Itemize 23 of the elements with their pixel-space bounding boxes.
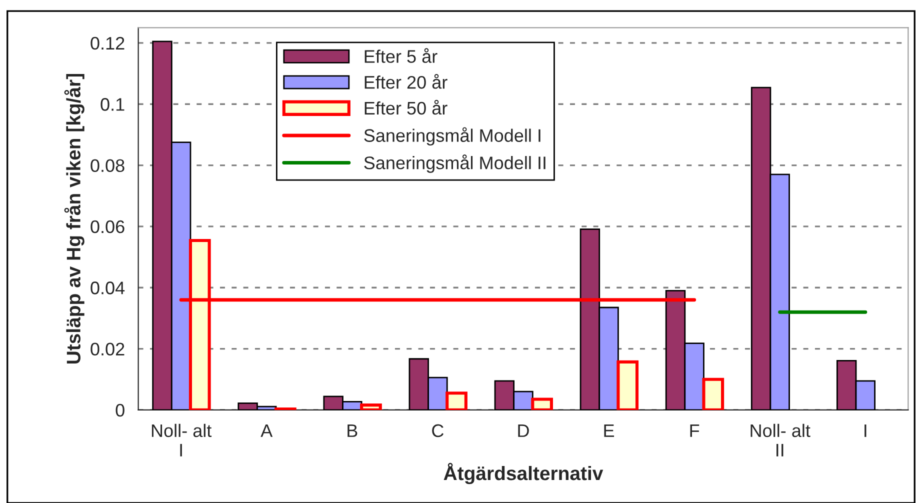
y-tick-label: 0.08	[90, 159, 124, 172]
x-tick-label: Noll- alt II	[750, 424, 810, 456]
x-tick-label: B	[348, 424, 358, 437]
x-tick-label: I	[864, 424, 866, 437]
legend-label: Saneringsmål Modell I	[364, 127, 540, 146]
legend-label: Efter 50 år	[364, 100, 448, 115]
y-tick-label: 0.12	[90, 36, 124, 50]
y-tick-label: 0.04	[90, 282, 125, 294]
y-axis-title: Utsläpp av Hg från viken [kg/år]	[64, 74, 84, 364]
x-tick-label: D	[518, 424, 529, 437]
y-tick-label: 0.06	[90, 220, 124, 234]
x-tick-label: F	[690, 424, 700, 437]
y-tick-label: 0.1	[100, 98, 124, 111]
y-tick-label: 0.02	[90, 342, 124, 356]
x-axis-title: Åtgärdsalternativ	[444, 462, 604, 484]
y-tick-label: 0	[116, 404, 124, 417]
x-tick-label: A	[260, 424, 273, 437]
x-tick-label: C	[432, 424, 444, 438]
x-tick-label: E	[604, 424, 614, 437]
x-tick-label: Noll- alt I	[152, 424, 212, 456]
legend-label: Saneringsmål Modell II	[364, 154, 546, 173]
legend-label: Efter 20 år	[364, 74, 448, 89]
legend-label: Efter 5 år	[364, 48, 438, 63]
